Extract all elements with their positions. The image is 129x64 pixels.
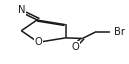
Text: O: O [34,37,42,47]
Text: N: N [18,5,26,15]
Text: Br: Br [114,27,125,37]
Text: O: O [71,42,79,52]
